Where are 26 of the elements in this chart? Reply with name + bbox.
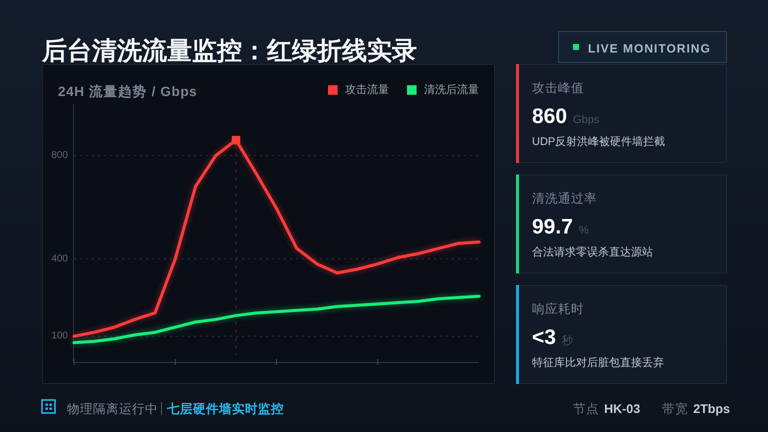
card-value: <3 [532,326,556,349]
card-note: 特征库比对后脏包直接丢弃 [532,357,664,369]
badge-text: LIVE MONITORING [588,42,711,56]
card-unit: % [578,224,589,236]
card-title: 清洗通过率 [532,192,597,206]
footer-meta: 2Tbps [693,402,730,416]
y-tick-label: 800 [51,150,68,162]
y-tick-label: 400 [51,253,68,264]
legend-label: 攻击流量 [345,84,389,96]
card-value: 99.7 [532,216,573,238]
y-tick-label: 100 [51,330,68,342]
card-value: 860 [532,105,568,128]
footer-status: 物理隔离运行中 [67,402,158,416]
card-title: 响应耗时 [532,302,584,316]
card-note: 合法请求零误杀直达源站 [532,246,653,258]
footer-meta: 带宽 [662,402,688,416]
legend-label: 清洗后流量 [424,84,479,96]
card-title: 攻击峰值 [532,81,584,95]
footer-meta: HK-03 [604,402,640,416]
footer-meta: 节点 [573,402,600,416]
title: 后台清洗流量监控：红绿折线实录 [42,37,417,65]
card-unit: 秒 [562,335,573,347]
card-unit: Gbps [573,114,600,126]
subtitle: 24H 流量趋势 / Gbps [58,84,198,99]
card-note: UDP反射洪峰被硬件墙拦截 [532,136,666,148]
footer-highlight: 七层硬件墙实时监控 [167,402,284,416]
